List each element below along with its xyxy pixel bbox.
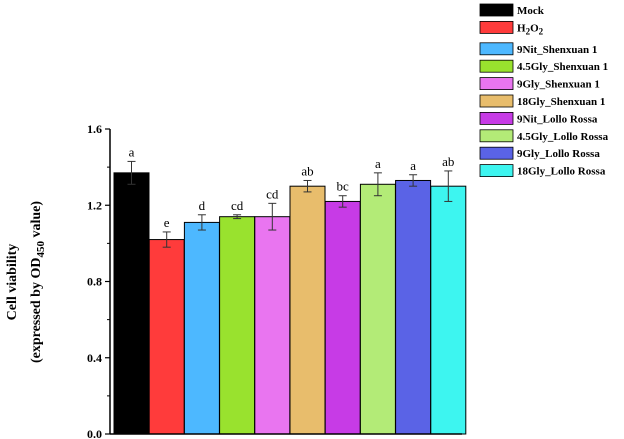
legend-label: 4.5Gly_Shenxuan 1 [517,61,608,73]
legend-swatch [479,3,514,17]
legend-label: 9Nit_Lollo Rossa [517,113,598,125]
bar [219,216,256,435]
legend-swatch [479,146,514,160]
bar [148,239,185,435]
legend-swatch [479,129,514,143]
y-axis-label-line1: Cell viability [5,244,20,321]
axes [109,129,462,435]
y-axis-label-suffix: value) [29,201,44,241]
bars-group: a e d cd cd ab bc a a ab [113,144,467,435]
bar [324,200,361,435]
legend-swatch [479,42,514,56]
legend: Mock H2O2 9Nit_Shenxuan 1 4.5Gly_Shenxuan 1… [479,3,609,178]
bar [289,185,326,435]
legend-label: H2O2 [517,22,544,36]
bar [183,221,220,435]
significance-letter: a [375,156,381,171]
significance-letter: cd [266,186,279,201]
y-tick-label: 1.2 [87,198,102,212]
y-axis-label: Cell viability (expressed by OD450 value… [5,201,47,363]
significance-letter: a [129,144,135,159]
y-axis-label-prefix: (expressed by OD [29,258,44,364]
significance-letter: cd [231,198,244,213]
y-tick-label: 0.8 [87,275,102,289]
legend-label: 9Gly_Lollo Rossa [517,148,600,160]
bar [395,179,432,435]
y-tick-label: 0.4 [87,351,102,365]
legend-label: 18Gly_Lollo Rossa [517,166,606,178]
legend-swatch [479,94,514,108]
significance-letter: a [410,158,416,173]
significance-letter: ab [442,154,454,169]
legend-swatch [479,112,514,125]
y-tick-label: 1.6 [87,122,102,136]
bar [254,216,291,435]
significance-letter: d [199,198,206,213]
significance-letter: bc [337,179,350,194]
y-axis-label-line2: (expressed by OD450 value) [29,201,47,363]
legend-label: 9Gly_Shenxuan 1 [517,79,600,91]
y-axis-label-subscript: 450 [35,241,47,258]
legend-label: 4.5Gly_Lollo Rossa [517,131,609,143]
bar [113,172,150,435]
legend-swatch [479,59,514,73]
legend-swatch [479,77,514,90]
legend-swatch [479,20,514,34]
legend-label: 18Gly_Shenxuan 1 [517,96,605,108]
significance-letter: e [164,215,170,230]
y-tick-label: 0.0 [87,427,102,439]
bar [430,185,467,435]
bar [359,183,396,435]
legend-label: 9Nit_Shenxuan 1 [517,44,597,56]
legend-label: Mock [517,5,545,17]
y-axis-ticks: 0.0 0.4 0.8 1.2 1.6 [87,122,110,439]
significance-letter: ab [301,163,313,178]
legend-swatch [479,164,514,178]
